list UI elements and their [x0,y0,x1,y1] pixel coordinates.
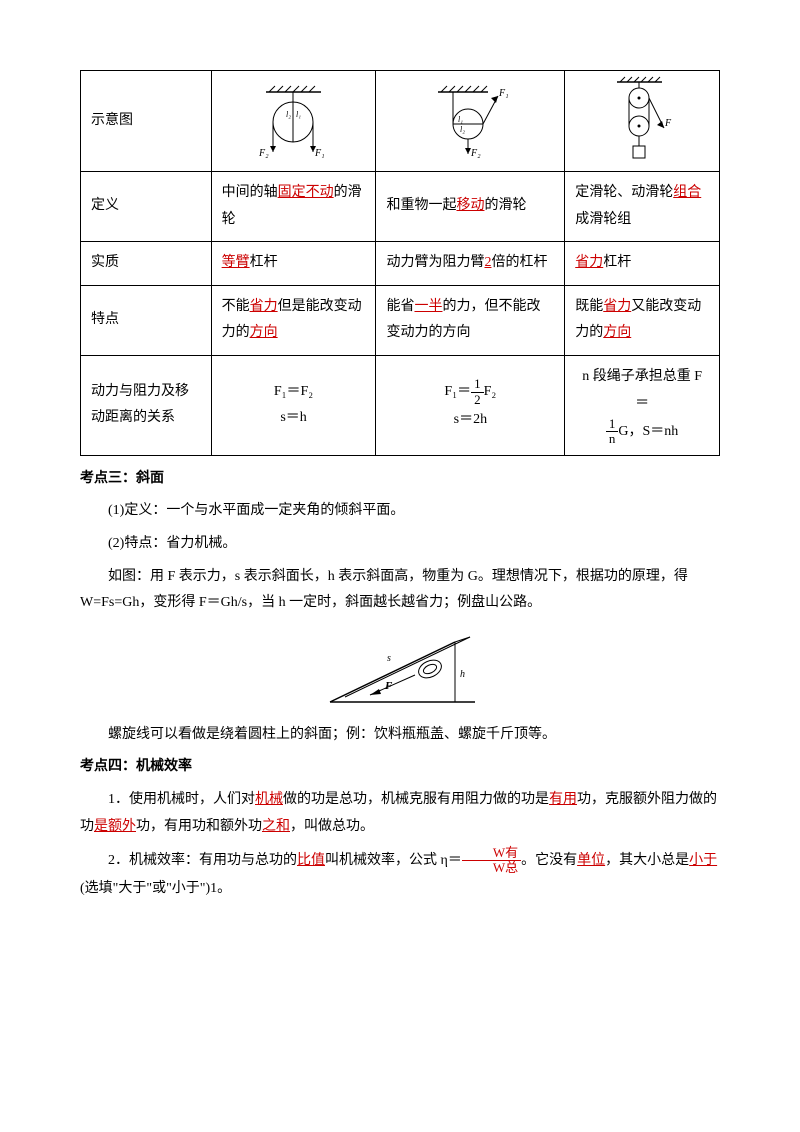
svg-text:h: h [460,669,465,680]
movable-pulley-diagram: l₁l₂ F₁ F₂ [376,71,565,172]
s3-p2: (2)特点：省力机械。 [80,531,720,558]
essence-fixed: 等臂杠杆 [211,242,376,286]
svg-text:l₁: l₁ [296,110,301,119]
relation-system: n 段绳子承担总重 F＝1nG，S＝nh [565,355,720,455]
svg-text:F₁: F₁ [498,88,509,99]
svg-text:l₂: l₂ [286,110,291,119]
s4-p2: 2．机械效率：有用功与总功的比值叫机械效率，公式 η＝W有W总。它没有单位，其大… [80,846,720,902]
s3-p4: 螺旋线可以看做是绕着圆柱上的斜面；例：饮料瓶瓶盖、螺旋千斤顶等。 [80,722,720,749]
section4-title: 考点四：机械效率 [80,754,720,781]
section3-title: 考点三：斜面 [80,466,720,493]
essence-system: 省力杠杆 [565,242,720,286]
essence-movable: 动力臂为阻力臂2倍的杠杆 [376,242,565,286]
row-label: 实质 [81,242,212,286]
svg-text:F₂: F₂ [258,148,269,159]
svg-text:l₂: l₂ [460,125,465,134]
relation-fixed: F₁＝F₂s＝h [211,355,376,455]
def-system: 定滑轮、动滑轮组合成滑轮组 [565,172,720,242]
s3-p3: 如图：用 F 表示力，s 表示斜面长，h 表示斜面高，物重为 G。理想情况下，根… [80,564,720,617]
def-fixed: 中间的轴固定不动的滑轮 [211,172,376,242]
svg-text:F₁: F₁ [314,148,325,159]
row-label: 定义 [81,172,212,242]
svg-text:l₁: l₁ [458,115,463,124]
row-label: 特点 [81,285,212,355]
svg-text:F₂: F₂ [470,148,481,159]
s4-p1: 1．使用机械时，人们对机械做的功是总功，机械克服有用阻力做的功是有用功，克服额外… [80,787,720,840]
relation-movable: F₁＝12F₂s＝2h [376,355,565,455]
incline-diagram: F s h [80,627,720,712]
svg-text:s: s [387,653,391,664]
row-label: 动力与阻力及移动距离的关系 [81,355,212,455]
s3-p1: (1)定义：一个与水平面成一定夹角的倾斜平面。 [80,498,720,525]
pulley-table: 示意图 l₂l₁ F₂ F₁ [80,70,720,456]
pulley-system-diagram: F [565,71,720,172]
feature-movable: 能省一半的力，但不能改变动力的方向 [376,285,565,355]
svg-text:F: F [664,118,672,129]
feature-system: 既能省力又能改变动力的方向 [565,285,720,355]
svg-text:F: F [384,680,393,692]
fixed-pulley-diagram: l₂ l₁ F₂ F₁ [211,71,376,172]
def-movable: 和重物一起移动的滑轮 [376,172,565,242]
feature-fixed: 不能省力但是能改变动力的方向 [211,285,376,355]
row-label: 示意图 [81,71,212,172]
